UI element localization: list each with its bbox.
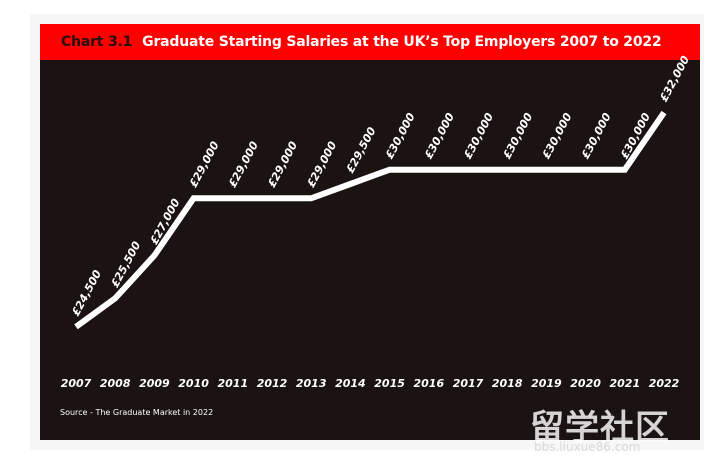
- x-tick-label: 2011: [217, 377, 248, 390]
- data-label: £30,000: [500, 110, 535, 161]
- data-label: £30,000: [422, 110, 457, 161]
- data-label: £29,000: [187, 139, 222, 190]
- chart-title: Graduate Starting Salaries at the UK’s T…: [142, 34, 662, 50]
- salary-series-line: [74, 110, 667, 330]
- watermark-logo-text: 留学社区: [530, 408, 670, 448]
- data-label: £30,000: [461, 110, 496, 161]
- chart-title-bar: Chart 3.1 Graduate Starting Salaries at …: [40, 24, 700, 60]
- x-tick-label: 2017: [453, 377, 484, 390]
- x-tick-label: 2012: [257, 377, 288, 390]
- chart-card: Chart 3.1 Graduate Starting Salaries at …: [40, 24, 700, 440]
- data-label: £29,000: [265, 139, 300, 190]
- watermark: 留学社区 bbs.liuxue86.com: [528, 400, 698, 458]
- data-label: £30,000: [579, 110, 614, 161]
- data-label: £30,000: [383, 110, 418, 161]
- x-tick-label: 2021: [609, 377, 640, 390]
- data-label: £32,000: [657, 53, 692, 104]
- x-tick-label: 2015: [374, 377, 405, 390]
- x-tick-label: 2008: [100, 377, 131, 390]
- data-label: £29,000: [304, 139, 339, 190]
- watermark-url: bbs.liuxue86.com: [534, 440, 641, 454]
- x-tick-label: 2018: [492, 377, 523, 390]
- x-tick-label: 2010: [178, 377, 209, 390]
- line-chart: £24,5002007£25,5002008£27,0002009£29,000…: [61, 53, 693, 390]
- data-label: £29,500: [344, 125, 379, 176]
- data-label: £30,000: [540, 110, 575, 161]
- x-tick-label: 2019: [531, 377, 562, 390]
- chart-number: Chart 3.1: [61, 34, 133, 50]
- x-tick-label: 2020: [570, 377, 601, 390]
- x-tick-label: 2013: [296, 377, 327, 390]
- source-note: Source - The Graduate Market in 2022: [60, 408, 214, 417]
- x-tick-label: 2009: [139, 377, 170, 390]
- x-tick-label: 2022: [649, 377, 680, 390]
- x-tick-label: 2014: [335, 377, 366, 390]
- x-tick-label: 2016: [413, 377, 444, 390]
- data-label: £29,000: [226, 139, 261, 190]
- x-tick-label: 2007: [61, 377, 92, 390]
